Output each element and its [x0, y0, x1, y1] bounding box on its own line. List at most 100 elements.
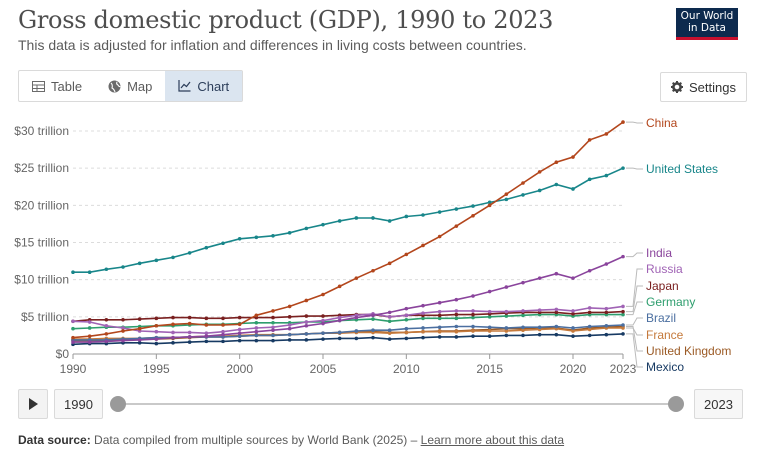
data-point — [554, 332, 559, 337]
play-button[interactable] — [18, 389, 48, 419]
data-point — [621, 166, 625, 170]
data-point — [471, 213, 475, 218]
data-point — [521, 309, 525, 313]
settings-button[interactable]: Settings — [660, 72, 747, 102]
series-label: Brazil — [646, 311, 676, 325]
data-point — [287, 326, 292, 331]
data-point — [137, 341, 142, 345]
data-point — [471, 294, 475, 298]
data-point — [454, 312, 459, 317]
data-point — [404, 326, 409, 331]
x-tick-label: 2023 — [610, 362, 637, 376]
timeline-end-handle[interactable] — [668, 396, 684, 412]
data-point — [437, 325, 442, 330]
line-chart-icon — [178, 80, 191, 92]
data-point — [271, 320, 275, 325]
data-point — [354, 315, 359, 320]
learn-more-link[interactable]: Learn more about this data — [420, 433, 565, 447]
data-point — [171, 330, 175, 335]
data-point — [504, 333, 509, 338]
data-point — [337, 336, 342, 341]
timeline-start-handle[interactable] — [110, 396, 126, 412]
data-point — [87, 340, 92, 344]
data-point — [271, 309, 275, 313]
data-point — [504, 192, 509, 196]
data-point — [487, 289, 492, 294]
data-point — [204, 331, 209, 335]
label-connector — [626, 252, 643, 258]
timeline-end-year[interactable]: 2023 — [694, 389, 743, 419]
data-point — [237, 338, 242, 343]
data-point — [421, 213, 425, 217]
data-point — [387, 337, 392, 341]
data-point — [504, 326, 509, 330]
data-point — [537, 332, 542, 337]
data-point — [454, 207, 459, 211]
data-point — [154, 341, 159, 346]
data-point — [621, 332, 625, 336]
data-point — [437, 210, 442, 214]
data-point — [487, 329, 492, 333]
data-point — [421, 329, 425, 334]
data-point — [154, 258, 159, 263]
label-connector — [626, 301, 643, 316]
data-point — [304, 332, 309, 336]
data-point — [287, 332, 292, 337]
data-point — [454, 297, 459, 302]
footer-source-text: Data compiled from multiple sources by W… — [94, 433, 418, 447]
data-point — [487, 334, 492, 338]
data-point — [171, 322, 175, 327]
data-point — [171, 335, 175, 340]
series-label: France — [646, 328, 684, 342]
series-line — [72, 310, 624, 323]
data-point — [304, 323, 309, 328]
series-line — [73, 255, 624, 343]
x-tick-label: 2005 — [310, 362, 337, 376]
data-point — [454, 324, 459, 329]
data-point — [537, 276, 542, 280]
data-point — [387, 331, 392, 335]
data-point — [504, 314, 509, 318]
data-point — [621, 254, 625, 259]
tab-map-label: Map — [127, 78, 153, 94]
data-point — [104, 339, 109, 344]
data-point — [254, 329, 259, 334]
data-point — [387, 310, 392, 315]
data-point — [371, 268, 375, 273]
data-point — [271, 315, 275, 320]
data-point — [604, 306, 609, 311]
data-point — [271, 333, 275, 338]
data-point — [104, 318, 109, 322]
data-point — [404, 306, 409, 311]
tab-table[interactable]: Table — [19, 71, 95, 101]
tab-chart[interactable]: Chart — [165, 71, 243, 101]
owid-logo[interactable]: Our World in Data — [676, 8, 738, 40]
data-point — [187, 335, 192, 339]
x-tick-label: 1990 — [60, 362, 87, 376]
data-point — [521, 328, 525, 333]
timeline-track[interactable] — [118, 403, 676, 405]
data-point — [154, 329, 159, 334]
timeline-start-year[interactable]: 1990 — [54, 389, 103, 419]
y-tick-label: $10 trillion — [14, 273, 69, 287]
tab-map[interactable]: Map — [95, 71, 165, 101]
logo-line-1: Our World — [680, 10, 734, 22]
data-point — [504, 329, 509, 333]
data-point — [421, 326, 425, 330]
data-point — [621, 120, 625, 124]
data-point — [171, 255, 175, 260]
data-point — [204, 245, 209, 250]
data-point — [304, 320, 309, 324]
data-point — [254, 333, 259, 338]
data-point — [287, 231, 292, 235]
data-point — [337, 318, 342, 323]
data-point — [437, 313, 442, 318]
data-point — [587, 306, 592, 310]
label-connector — [626, 121, 643, 124]
data-point — [154, 323, 159, 328]
data-point — [471, 334, 475, 338]
data-point — [137, 317, 142, 321]
data-point — [587, 327, 592, 332]
data-point — [404, 330, 409, 335]
data-point — [521, 333, 525, 338]
